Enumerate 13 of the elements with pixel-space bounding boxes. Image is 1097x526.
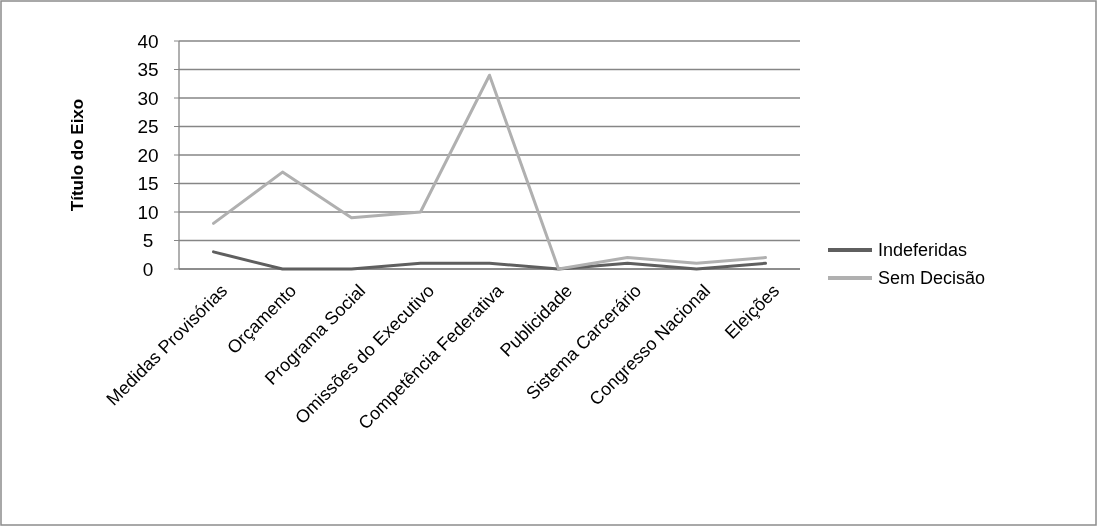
y-tick-label: 0 [142, 258, 154, 280]
y-tick-label: 20 [137, 144, 159, 166]
y-axis-title: Título do Eixo [68, 98, 87, 212]
y-tick-label: 30 [137, 87, 159, 109]
y-tick-label: 40 [137, 30, 159, 52]
legend-label: Indeferidas [878, 240, 968, 261]
y-tick-label: 15 [137, 173, 159, 195]
y-tick-label: 10 [137, 201, 159, 223]
y-tick-label: 5 [142, 230, 154, 252]
legend-label: Sem Decisão [878, 268, 986, 289]
y-tick-label: 25 [137, 116, 159, 138]
line-series [212, 73, 767, 271]
y-tick-label: 35 [137, 59, 159, 81]
